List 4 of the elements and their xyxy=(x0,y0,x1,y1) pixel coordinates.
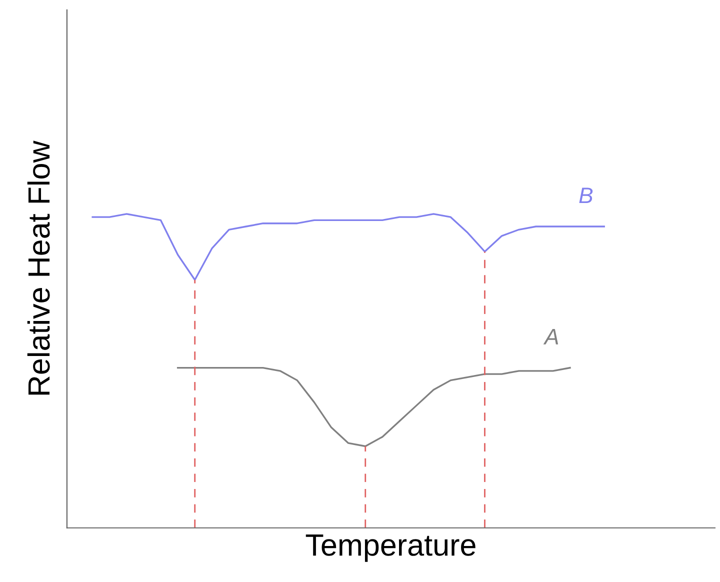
series-label: A xyxy=(543,329,558,344)
x-axis-title: Temperature xyxy=(306,534,476,562)
series-label: B xyxy=(579,188,593,204)
y-axis-title: Relative Heat Flow xyxy=(27,140,50,395)
